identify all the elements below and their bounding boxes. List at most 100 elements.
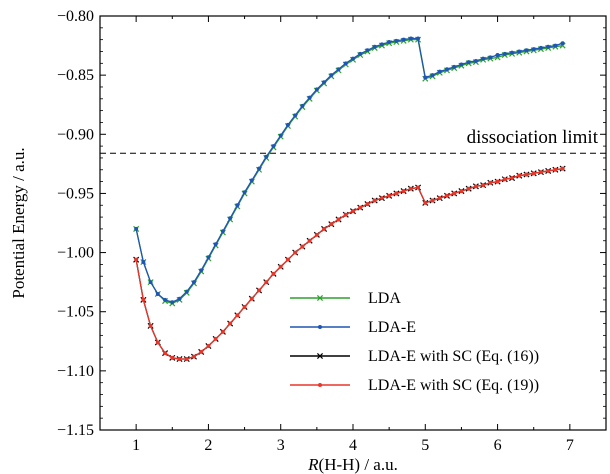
data-point	[351, 56, 355, 61]
data-point	[401, 189, 406, 194]
data-point	[481, 183, 486, 188]
data-point	[437, 69, 442, 74]
data-point	[401, 37, 406, 42]
data-point	[466, 60, 471, 65]
legend-label: LDA-E	[368, 319, 416, 336]
data-point	[293, 250, 298, 255]
series-2	[133, 165, 566, 363]
marker-stroke	[316, 352, 324, 360]
data-point	[416, 185, 421, 190]
data-point	[148, 323, 153, 328]
data-point	[141, 260, 146, 265]
data-point	[546, 44, 551, 49]
x-tick-label: 4	[349, 437, 357, 454]
series-0	[133, 36, 566, 307]
data-point	[365, 48, 370, 53]
data-point	[358, 205, 363, 210]
data-point	[538, 45, 543, 50]
data-point	[191, 354, 196, 359]
y-tick-label: −1.15	[57, 422, 94, 439]
data-point	[473, 58, 478, 63]
data-point	[416, 36, 421, 41]
data-point	[285, 257, 290, 262]
data-point	[423, 75, 428, 80]
data-point	[473, 184, 478, 189]
series-line	[135, 167, 563, 360]
data-point	[134, 257, 139, 262]
legend-label: LDA-E with SC (Eq. (19))	[368, 377, 539, 394]
data-point	[459, 189, 464, 194]
data-point	[278, 264, 283, 269]
data-point	[524, 172, 529, 177]
data-point	[387, 40, 392, 45]
series-1	[134, 36, 565, 305]
data-point	[351, 209, 355, 214]
data-point	[430, 198, 435, 203]
y-tick-label: −0.95	[57, 185, 94, 202]
data-point	[322, 226, 327, 231]
data-point	[322, 80, 327, 85]
data-point	[343, 61, 348, 66]
data-point	[329, 222, 334, 227]
data-point	[495, 179, 500, 184]
x-axis-title: R(H-H) / a.u.	[307, 455, 398, 474]
data-point	[372, 44, 377, 49]
x-tick-label: 7	[566, 437, 574, 454]
data-point	[220, 329, 225, 334]
series-3	[134, 166, 565, 362]
y-tick-label: −1.10	[57, 363, 94, 380]
y-tick-label: −1.00	[57, 245, 94, 262]
data-point	[560, 166, 565, 171]
data-point	[271, 144, 276, 149]
data-point	[199, 268, 204, 273]
data-point	[394, 38, 399, 43]
data-point	[329, 73, 334, 78]
data-point	[293, 113, 298, 118]
data-point	[387, 193, 392, 198]
data-point	[177, 357, 182, 362]
data-point	[510, 50, 515, 55]
data-point	[249, 178, 254, 183]
data-point	[466, 186, 471, 191]
data-point	[213, 242, 218, 247]
data-point	[235, 313, 240, 318]
data-point	[358, 51, 363, 56]
legend-label: LDA-E with SC (Eq. (16))	[368, 348, 539, 365]
data-point	[372, 198, 377, 203]
data-point	[264, 280, 269, 285]
legend-marker	[318, 325, 322, 329]
data-point	[314, 87, 319, 92]
data-point	[517, 173, 522, 178]
legend-entry-3: LDA-E with SC (Eq. (19))	[290, 377, 539, 394]
data-point	[307, 95, 312, 100]
data-point	[249, 296, 254, 301]
data-point	[191, 280, 196, 285]
data-point	[300, 103, 305, 108]
data-point	[452, 191, 457, 196]
y-tick-label: −0.80	[57, 8, 94, 25]
legend-label: LDA	[368, 290, 401, 307]
data-point	[163, 351, 168, 356]
data-point	[177, 296, 182, 301]
data-point	[502, 51, 507, 56]
data-point	[285, 122, 290, 127]
data-point	[437, 196, 442, 201]
data-point	[379, 42, 384, 47]
y-tick-label: −1.05	[57, 304, 94, 321]
data-point	[444, 67, 449, 72]
x-tick-label: 1	[132, 437, 140, 454]
plot-frame	[99, 15, 607, 431]
data-point	[184, 289, 189, 294]
data-point	[408, 186, 413, 191]
x-tick-label: 2	[204, 437, 212, 454]
data-point	[495, 53, 500, 58]
legend: LDA LDA-E LDA-E with SC (Eq. (16)) LDA-E wi…	[290, 290, 539, 394]
y-tick-label: −0.90	[57, 126, 94, 143]
data-point	[524, 48, 529, 53]
x-tick-label: 5	[421, 437, 429, 454]
data-point	[257, 166, 262, 171]
data-point	[459, 62, 464, 67]
data-point	[155, 291, 160, 296]
data-point	[430, 73, 435, 78]
